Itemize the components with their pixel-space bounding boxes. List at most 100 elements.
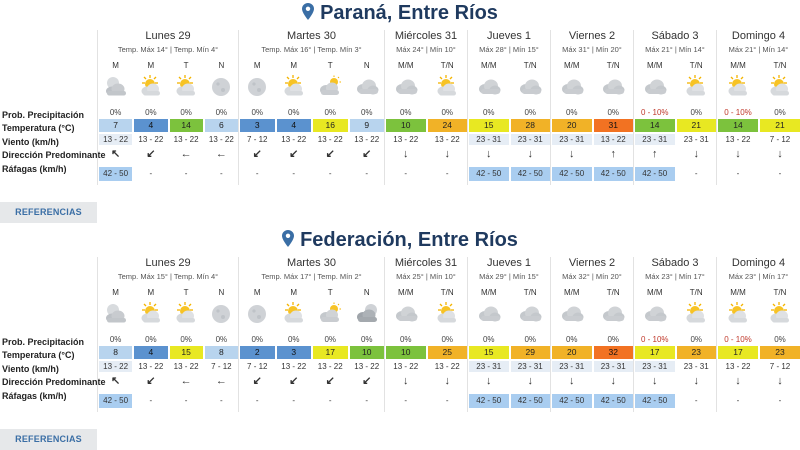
- period-label: T/N: [523, 61, 537, 70]
- day-column: Viernes 2 Máx 31° | Mín 20° M/M 0% 20 23 - 31…: [550, 30, 633, 185]
- wind-direction-arrow-icon: ↓: [569, 375, 575, 387]
- precip-probability: 0%: [145, 335, 157, 344]
- moon-cloud-dark-icon: [354, 301, 380, 327]
- period-label: T: [183, 61, 189, 70]
- temperature-cell: 31: [593, 119, 633, 132]
- period-label: M/M: [646, 288, 663, 297]
- temperature-cell: 3: [240, 119, 275, 132]
- sun-cloud-icon: [434, 301, 460, 327]
- period-column: T 0% 14 13 - 22 ← -: [169, 30, 204, 185]
- temperature-cell: 28: [510, 119, 550, 132]
- day-name: Lunes 29: [145, 30, 191, 42]
- cloud-gray-icon: [476, 74, 502, 100]
- sun-cloud-icon: [767, 301, 793, 327]
- precip-probability: 0%: [690, 108, 703, 117]
- wind-speed: 13 - 22: [138, 135, 164, 144]
- temperature-cell: 15: [169, 346, 203, 359]
- day-temp-max-min: Máx 29° | Mín 15°: [479, 272, 539, 281]
- day-name: Jueves 1: [486, 30, 532, 42]
- period-label: M: [112, 288, 119, 297]
- period-label: T/N: [773, 288, 787, 297]
- day-name: Sábado 3: [651, 30, 699, 42]
- wind-speed: 23 - 31: [552, 134, 592, 145]
- period-label: M: [112, 61, 119, 70]
- precip-probability: 0%: [482, 108, 495, 117]
- precip-probability: 0%: [324, 335, 337, 344]
- period-label: M/M: [563, 288, 580, 297]
- wind-speed: 13 - 22: [434, 362, 460, 371]
- period-label: N: [363, 61, 370, 70]
- sun-cloud-icon: [281, 301, 307, 327]
- sun-cloud-icon: [683, 301, 709, 327]
- period-column: T/N 0% 31 13 - 22 ↑ 42 - 50: [593, 30, 635, 185]
- temperature-cell: 29: [510, 346, 550, 359]
- cloud-gray-icon: [642, 74, 668, 100]
- period-column: M 0% 4 13 - 22 ↙ -: [276, 30, 313, 185]
- wind-gust: -: [255, 169, 259, 178]
- period-column: T/N 0% 23 7 - 12 ↓ -: [759, 257, 800, 412]
- temperature-cell: 20: [552, 119, 592, 132]
- row-label-dir: Dirección Predominante: [2, 377, 106, 387]
- period-column: M/M 0 - 10% 14 13 - 22 ↓ -: [717, 30, 759, 185]
- wind-speed: 13 - 22: [393, 362, 419, 371]
- wind-speed: 23 - 31: [683, 135, 709, 144]
- location-title: Paraná, Entre Ríos: [0, 2, 800, 25]
- period-label: M: [253, 61, 261, 70]
- period-column: N 0% 10 13 - 22 ↙ -: [349, 257, 386, 412]
- day-temp-max-min: Máx 21° | Mín 14°: [645, 45, 705, 54]
- forecast-section: Federación, Entre Ríos Prob. Precipitació…: [0, 227, 800, 450]
- wind-direction-arrow-icon: ↖: [111, 375, 121, 387]
- day-temp-max-min: Máx 28° | Mín 15°: [479, 45, 539, 54]
- period-column: M 0% 2 7 - 12 ↙ -: [239, 257, 276, 412]
- precip-probability: 0%: [215, 335, 228, 344]
- wind-speed: 23 - 31: [683, 362, 709, 371]
- period-label: T: [327, 61, 333, 70]
- wind-speed: 13 - 22: [354, 135, 380, 144]
- day-temp-max-min: Máx 23° | Mín 17°: [645, 272, 705, 281]
- references-button[interactable]: REFERENCIAS: [0, 202, 97, 223]
- period-label: M/M: [480, 61, 497, 70]
- wind-gust: -: [365, 169, 369, 178]
- wind-gust: 42 - 50: [593, 167, 633, 181]
- wind-direction-arrow-icon: ↓: [610, 375, 617, 387]
- wind-direction-arrow-icon: ↖: [111, 148, 121, 160]
- wind-speed: 23 - 31: [635, 134, 675, 145]
- location-title: Federación, Entre Ríos: [0, 229, 800, 252]
- day-name: Martes 30: [287, 257, 336, 269]
- precip-probability: 0%: [287, 335, 300, 344]
- cloud-sun-small-icon: [317, 74, 343, 100]
- wind-direction-arrow-icon: ←: [180, 148, 192, 160]
- period-column: T/N 0% 23 23 - 31 ↓ -: [676, 257, 718, 412]
- precip-probability: 0%: [109, 108, 122, 117]
- precip-probability: 0%: [565, 335, 578, 344]
- period-column: T/N 0% 25 13 - 22 ↓ -: [427, 257, 469, 412]
- wind-speed: 23 - 31: [510, 361, 550, 372]
- period-label: M/M: [397, 288, 414, 297]
- period-label: T: [327, 288, 333, 297]
- references-button[interactable]: REFERENCIAS: [0, 429, 97, 450]
- wind-gust: -: [736, 169, 740, 178]
- sun-cloud-icon: [173, 74, 199, 100]
- wind-gust: -: [404, 396, 408, 405]
- wind-gust: -: [149, 169, 153, 178]
- precip-probability: 0%: [251, 335, 264, 344]
- wind-speed: 23 - 31: [552, 361, 592, 372]
- day-name: Domingo 4: [731, 257, 786, 269]
- day-temp-max-min: Máx 21° | Mín 14°: [728, 45, 789, 54]
- day-column: Sábado 3 Máx 23° | Mín 17° M/M 0 - 10% 17 23 …: [633, 257, 716, 412]
- period-column: T/N 0% 21 7 - 12 ↓ -: [759, 30, 800, 185]
- period-column: T/N 0% 24 13 - 22 ↓ -: [427, 30, 469, 185]
- period-column: T/N 0% 21 23 - 31 ↓ -: [676, 30, 718, 185]
- cloud-gray-icon: [600, 301, 626, 327]
- period-label: T/N: [689, 61, 703, 70]
- wind-direction-arrow-icon: ↓: [527, 148, 534, 160]
- wind-gust: -: [694, 396, 698, 405]
- wind-gust: -: [328, 396, 332, 405]
- day-name: Domingo 4: [731, 30, 786, 42]
- cloud-gray-icon: [393, 301, 419, 327]
- temperature-cell: 4: [276, 119, 311, 132]
- wind-gust: 42 - 50: [99, 167, 133, 181]
- precip-probability: 0%: [607, 108, 620, 117]
- precip-probability: 0%: [774, 335, 786, 344]
- period-label: T/N: [523, 288, 537, 297]
